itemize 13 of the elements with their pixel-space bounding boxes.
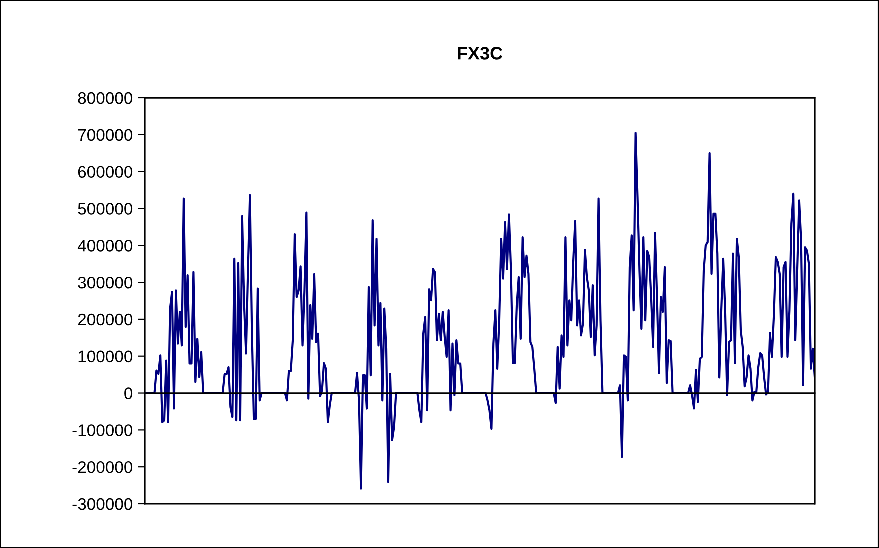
y-tick-label: -200000 — [72, 461, 133, 474]
y-tick-label: 600000 — [78, 166, 133, 178]
y-tick-label: 0 — [124, 388, 133, 400]
y-tick-label: 100000 — [78, 350, 133, 363]
y-tick-label: 800000 — [78, 92, 133, 104]
y-tick-label: -300000 — [72, 498, 133, 510]
chart-title: FX3C — [458, 47, 503, 60]
y-tick-label: 200000 — [78, 314, 133, 326]
y-tick-label: 400000 — [78, 240, 133, 252]
y-tick-label: 500000 — [78, 203, 133, 215]
y-tick-label: 300000 — [78, 276, 133, 289]
y-tick-label: 700000 — [78, 129, 133, 142]
y-tick-label: -100000 — [72, 424, 133, 436]
